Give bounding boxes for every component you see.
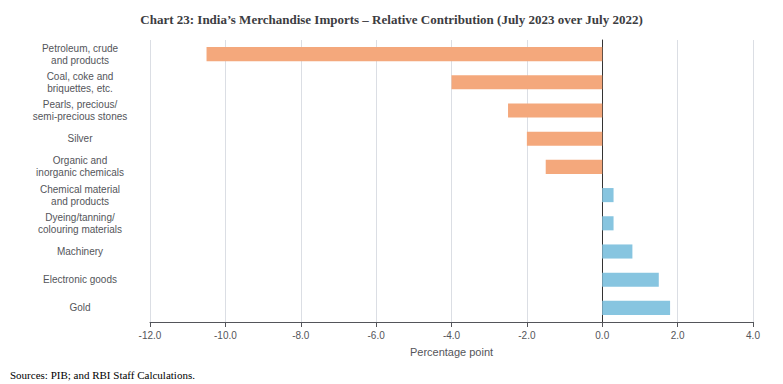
svg-text:Organic and: Organic and xyxy=(53,155,107,166)
svg-text:-8.0: -8.0 xyxy=(292,330,310,341)
svg-text:Gold: Gold xyxy=(69,302,90,313)
svg-text:2.0: 2.0 xyxy=(671,330,685,341)
svg-text:-4.0: -4.0 xyxy=(443,330,461,341)
svg-text:Sources: PIB; and RBI Staff Ca: Sources: PIB; and RBI Staff Calculations… xyxy=(10,369,195,381)
svg-text:colouring materials: colouring materials xyxy=(38,224,122,235)
svg-text:Coal, coke and: Coal, coke and xyxy=(47,71,114,82)
svg-text:0.0: 0.0 xyxy=(595,330,609,341)
svg-text:Silver: Silver xyxy=(67,133,93,144)
svg-text:Chemical material: Chemical material xyxy=(40,184,120,195)
svg-text:-2.0: -2.0 xyxy=(518,330,536,341)
svg-text:-6.0: -6.0 xyxy=(368,330,386,341)
svg-text:-12.0: -12.0 xyxy=(139,330,162,341)
svg-text:-10.0: -10.0 xyxy=(214,330,237,341)
svg-text:and products: and products xyxy=(51,196,109,207)
svg-text:briquettes, etc.: briquettes, etc. xyxy=(47,83,113,94)
svg-text:Machinery: Machinery xyxy=(57,246,103,257)
svg-text:Petroleum, crude: Petroleum, crude xyxy=(42,43,119,54)
svg-text:Percentage point: Percentage point xyxy=(410,346,493,358)
svg-text:Chart 23: India’s Merchandise: Chart 23: India’s Merchandise Imports – … xyxy=(140,12,642,27)
svg-text:Electronic goods: Electronic goods xyxy=(43,274,117,285)
svg-text:Dyeing/tanning/: Dyeing/tanning/ xyxy=(45,212,115,223)
svg-text:and products: and products xyxy=(51,55,109,66)
svg-text:semi-precious stones: semi-precious stones xyxy=(33,111,127,122)
svg-text:Pearls, precious/: Pearls, precious/ xyxy=(43,99,118,110)
svg-text:4.0: 4.0 xyxy=(746,330,760,341)
svg-text:inorganic chemicals: inorganic chemicals xyxy=(36,167,124,178)
